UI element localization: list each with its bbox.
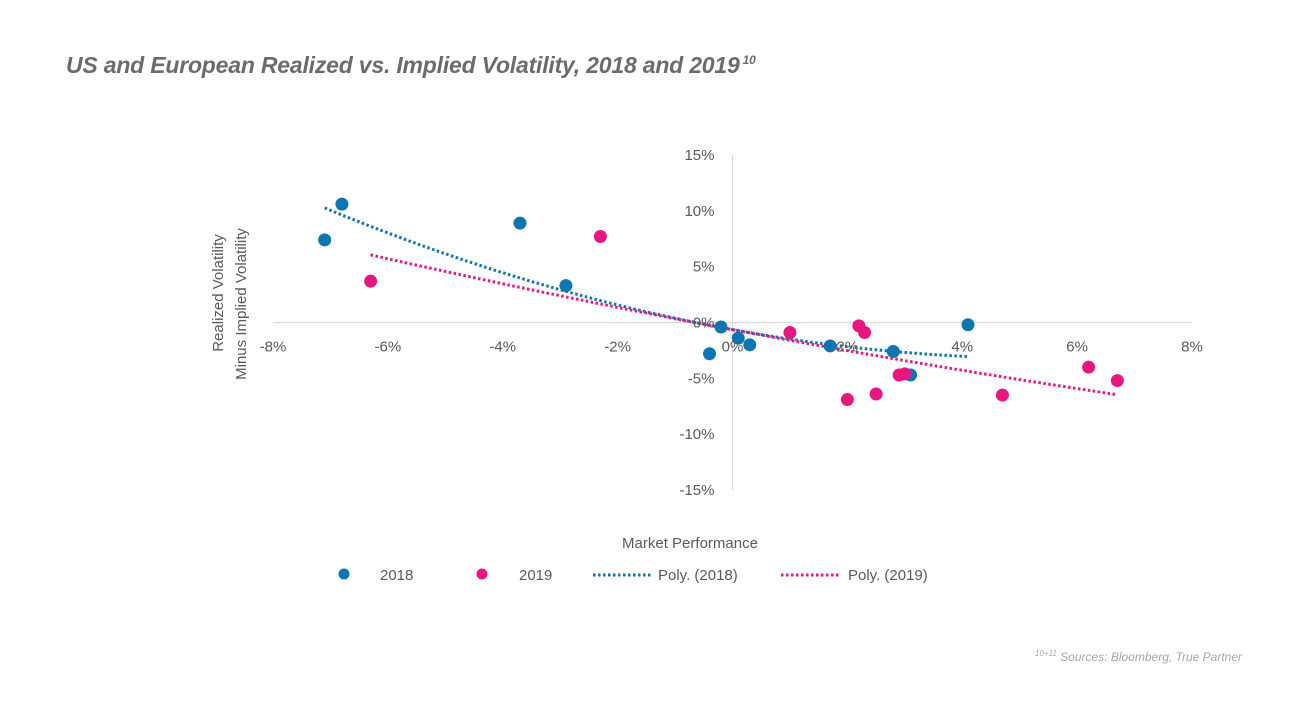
x-tick-label: 4%	[951, 339, 973, 356]
x-tick-label: -8%	[260, 339, 287, 356]
x-tick-label: -4%	[489, 339, 516, 356]
legend-label-2019: 2019	[519, 567, 552, 584]
trendline-2018	[324, 206, 969, 358]
data-point-2019	[1082, 360, 1096, 374]
y-axis-title-line2: Minus Implied Volatility	[233, 228, 250, 380]
data-point-2019	[840, 393, 854, 407]
data-point-2018	[823, 339, 837, 353]
x-tick-label: -6%	[375, 339, 402, 356]
data-point-2018	[743, 338, 757, 352]
data-point-2018	[886, 345, 900, 359]
legend-label-poly-2019: Poly. (2019)	[848, 567, 928, 584]
legend-label-poly-2018: Poly. (2018)	[658, 567, 738, 584]
data-point-2019	[869, 387, 883, 401]
legend-marker-2019	[476, 568, 488, 580]
source-footnote-ref: 10+11	[1034, 649, 1057, 658]
axis-titles: Market Performance Realized Volatility M…	[210, 228, 758, 552]
x-axis-title: Market Performance	[622, 535, 758, 552]
x-tick-label: 8%	[1181, 339, 1203, 356]
data-point-2018	[318, 233, 332, 247]
y-tick-label: -15%	[679, 482, 714, 499]
y-tick-label: 15%	[684, 147, 714, 164]
y-tick-label: 0%	[693, 315, 715, 332]
data-point-2019	[898, 367, 912, 381]
x-tick-label: -2%	[604, 339, 631, 356]
data-point-2019	[593, 230, 607, 244]
data-point-2018	[335, 197, 349, 211]
trendlines	[324, 206, 1118, 397]
data-point-2019	[858, 326, 872, 340]
trendline-2019	[370, 253, 1118, 397]
y-tick-label: -5%	[688, 370, 715, 387]
tick-labels: -8% -6% -4% -2% 0% 2% 4% 6% 8% 15% 10% 5% 0% -5% -10% -…	[260, 147, 1203, 499]
data-point-2019	[364, 274, 378, 288]
legend: 2018 2019 Poly. (2018) Poly. (2019)	[338, 567, 928, 584]
y-tick-label: -10%	[679, 426, 714, 443]
data-point-2019	[995, 388, 1009, 402]
source-text: Sources: Bloomberg, True Partner	[1060, 650, 1242, 664]
axes	[273, 155, 1192, 490]
x-tick-label: 6%	[1066, 339, 1088, 356]
data-point-2018	[961, 318, 975, 332]
data-points	[318, 197, 1124, 407]
legend-label-2018: 2018	[380, 567, 413, 584]
x-tick-label: 0%	[722, 339, 744, 356]
title-footnote-ref: 10	[742, 53, 756, 68]
legend-marker-2018	[338, 568, 350, 580]
chart-title-text: US and European Realized vs. Implied Vol…	[66, 52, 740, 78]
y-tick-label: 5%	[693, 259, 715, 276]
data-point-2018	[703, 347, 717, 361]
data-point-2018	[559, 279, 573, 293]
y-axis-title-line1: Realized Volatility	[210, 234, 227, 352]
x-tick-label: 2%	[837, 339, 859, 356]
chart-title: US and European Realized vs. Implied Vol…	[66, 52, 756, 79]
data-point-2018	[513, 216, 527, 230]
y-tick-label: 10%	[684, 203, 714, 220]
data-point-2019	[783, 326, 797, 340]
data-point-2018	[731, 331, 745, 345]
data-point-2018	[714, 320, 728, 334]
data-point-2019	[1110, 374, 1124, 388]
source-note: 10+11 Sources: Bloomberg, True Partner	[1035, 649, 1242, 664]
